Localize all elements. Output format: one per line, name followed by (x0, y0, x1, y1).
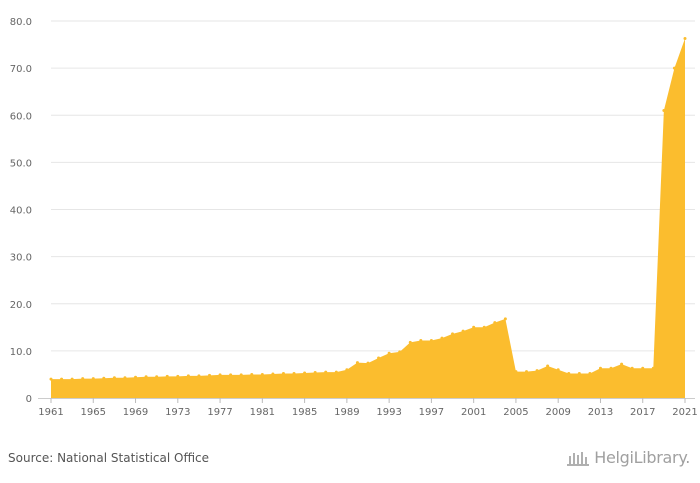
data-point (186, 374, 190, 378)
data-point (218, 373, 222, 377)
y-tick-label: 50.0 (10, 158, 32, 169)
data-point (112, 376, 116, 380)
area-layer (49, 36, 687, 398)
data-point (281, 372, 285, 375)
data-point (451, 332, 455, 336)
x-tick-label: 2013 (588, 407, 613, 418)
data-point (334, 370, 338, 374)
y-tick-label: 0 (26, 394, 32, 405)
x-tick-label: 1961 (38, 407, 63, 418)
data-point (683, 36, 687, 40)
area-chart: 010.020.030.040.050.060.070.080.0 1961 19… (10, 17, 698, 418)
data-point (630, 366, 634, 370)
data-point (525, 370, 528, 374)
data-point (408, 340, 412, 344)
library-building-icon (567, 451, 590, 466)
data-point (387, 351, 391, 355)
data-point (197, 374, 201, 378)
x-tick-label: 2009 (545, 407, 570, 418)
y-tick-label: 70.0 (10, 64, 32, 75)
data-point (345, 368, 349, 372)
data-point (514, 370, 518, 374)
y-tick-label: 80.0 (10, 17, 32, 28)
x-tick-label: 1965 (81, 407, 106, 418)
source-note: Source: National Statistical Office (8, 451, 210, 465)
data-point (577, 372, 581, 375)
data-point (260, 372, 264, 376)
data-point (208, 373, 211, 377)
data-point (440, 336, 444, 340)
x-tick-label: 1977 (207, 407, 232, 418)
x-tick-label: 1989 (334, 407, 359, 418)
series-area (51, 38, 685, 398)
data-point (144, 375, 148, 379)
brand-name: HelgiLibrary. (594, 448, 690, 467)
data-point (472, 325, 476, 329)
data-point (503, 317, 507, 321)
y-tick-label: 30.0 (10, 253, 32, 264)
data-point (567, 372, 571, 375)
data-point (49, 377, 53, 381)
data-point (482, 325, 486, 329)
data-point (165, 374, 169, 378)
brand-logo: HelgiLibrary. (566, 448, 690, 467)
data-point (461, 329, 465, 333)
grid-lines (51, 20, 695, 352)
y-tick-label: 60.0 (10, 111, 32, 122)
data-point (324, 370, 328, 374)
x-tick-labels: 1961 1965 1969 1973 1977 1981 1985 1989 1993 1997… (38, 407, 697, 418)
data-point (81, 377, 85, 381)
data-point (239, 373, 243, 377)
y-tick-label: 20.0 (10, 300, 32, 311)
data-point (429, 339, 433, 343)
data-point (123, 376, 127, 380)
data-point (355, 361, 359, 365)
x-tick-label: 1997 (419, 407, 444, 418)
data-point (641, 366, 645, 370)
data-point (609, 366, 613, 370)
data-point (672, 66, 676, 70)
data-point (250, 372, 254, 376)
data-point (229, 373, 233, 377)
data-point (70, 377, 74, 381)
data-point (493, 321, 497, 325)
x-tick-label: 1973 (165, 407, 190, 418)
data-point (60, 377, 64, 381)
x-tick-label: 2017 (630, 407, 655, 418)
data-point (91, 377, 95, 381)
x-tick-label: 2021 (672, 407, 697, 418)
data-point (398, 350, 402, 354)
data-point (366, 361, 370, 365)
data-point (271, 372, 275, 376)
data-point (419, 339, 423, 343)
data-point (176, 374, 180, 378)
data-point (377, 356, 381, 360)
x-tick-label: 1985 (292, 407, 317, 418)
x-axis (38, 398, 695, 403)
y-tick-labels: 0 10.0 20.0 30.0 40.0 50.0 60.0 70.0 80.0 (10, 17, 32, 405)
x-tick-label: 1981 (250, 407, 275, 418)
data-point (535, 369, 539, 373)
data-point (598, 366, 602, 370)
data-point (292, 372, 296, 375)
x-tick-label: 1969 (123, 407, 148, 418)
data-point (662, 109, 666, 113)
data-point (155, 375, 159, 379)
data-point (588, 372, 592, 375)
y-tick-label: 40.0 (10, 206, 32, 217)
data-point (620, 362, 624, 366)
x-tick-label: 1993 (376, 407, 401, 418)
x-tick-label: 2005 (503, 407, 528, 418)
data-point (546, 364, 550, 368)
data-point (303, 371, 307, 375)
data-point (134, 375, 138, 379)
y-tick-label: 10.0 (10, 347, 32, 358)
data-point (313, 371, 317, 375)
x-tick-label: 2001 (461, 407, 486, 418)
data-point (556, 368, 560, 372)
data-point (651, 366, 655, 370)
data-point (102, 376, 106, 380)
